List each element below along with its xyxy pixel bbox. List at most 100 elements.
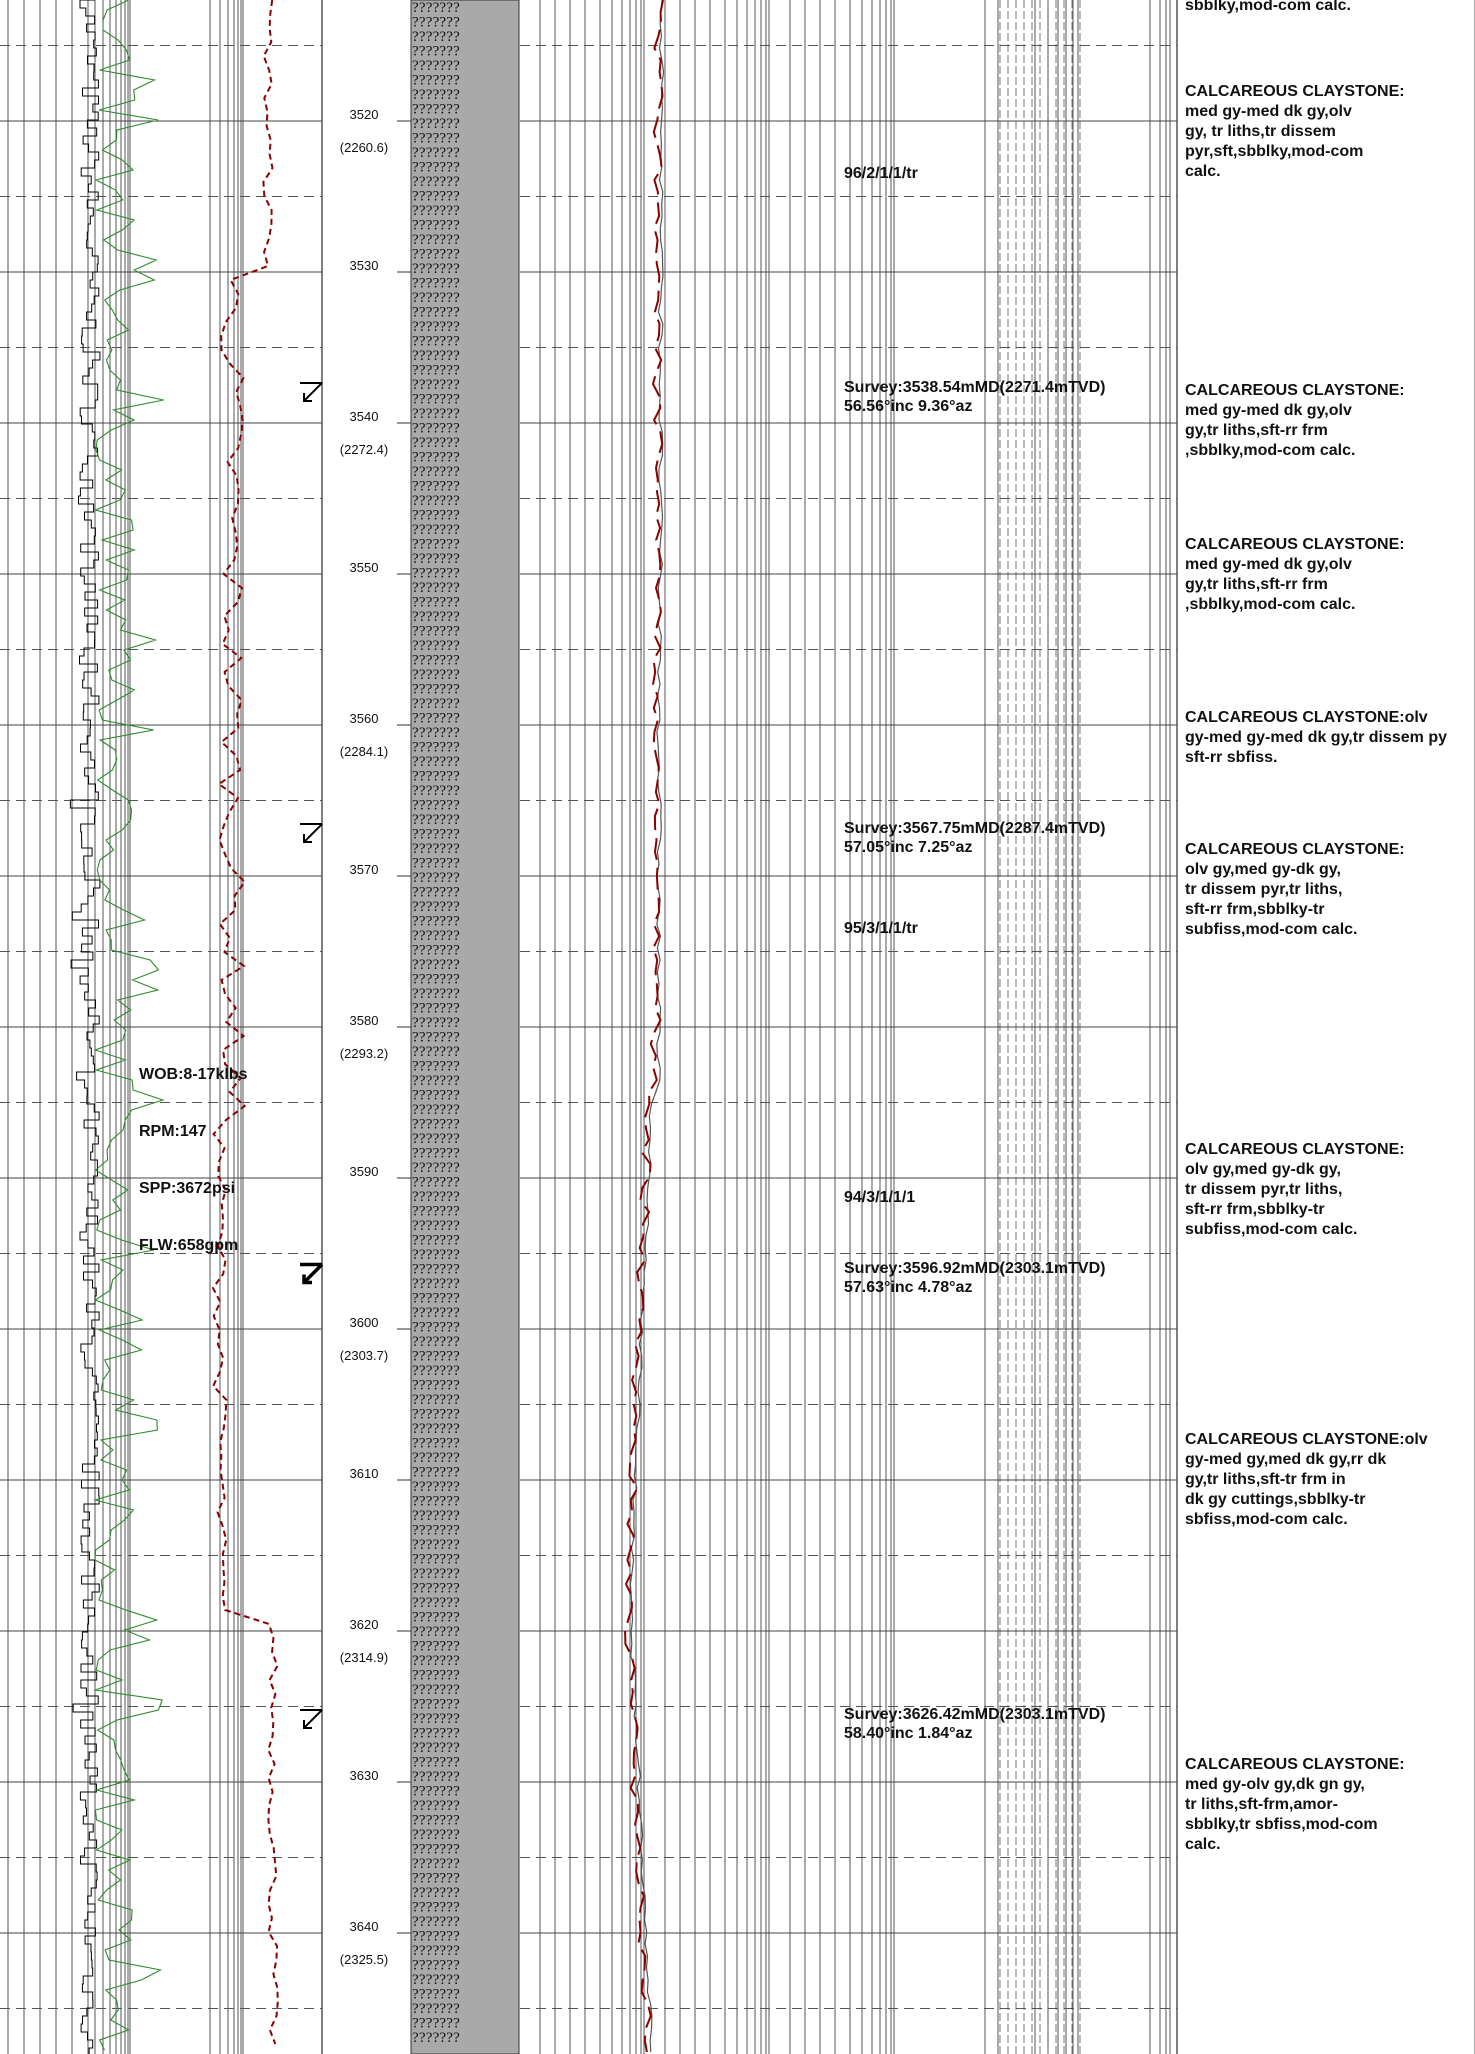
lithology-symbol-row: ??????? <box>412 1842 460 1858</box>
gamma-curve <box>93 0 165 2051</box>
survey-annotation: Survey:3538.54mMD(2271.4mTVD) 56.56°inc 9… <box>844 378 1105 416</box>
lithology-symbol-row: ??????? <box>412 769 460 785</box>
lithology-symbol-row: ??????? <box>412 1494 460 1510</box>
rop-curve <box>69 0 101 2054</box>
depth-label-tvd: (2293.2) <box>340 1046 388 1061</box>
lithology-symbol-row: ??????? <box>412 711 460 727</box>
lithology-symbol-row: ??????? <box>412 667 460 683</box>
depth-label-md: 3600 <box>350 1315 379 1330</box>
drilling-parameters: WOB:8-17klbs RPM:147 SPP:3672psi FLW:658… <box>139 1027 247 1293</box>
depth-label-tvd: (2303.7) <box>340 1348 388 1363</box>
survey-arrows <box>300 381 324 1729</box>
lithology-symbol-row: ??????? <box>412 1740 460 1756</box>
lithology-symbol-row: ??????? <box>412 290 460 306</box>
lithology-symbol-row: ??????? <box>412 551 460 567</box>
lithology-symbol-row: ??????? <box>412 1320 460 1336</box>
track3-dashed-curve <box>624 0 664 2053</box>
lithology-symbol-row: ??????? <box>412 653 460 669</box>
track3-gray-curve <box>629 0 665 2053</box>
survey-md-tvd: Survey:3596.92mMD(2303.1mTVD) <box>844 1260 1106 1278</box>
lithology-symbol-row: ??????? <box>412 189 460 205</box>
lithology-symbol-row: ??????? <box>412 218 460 234</box>
lithology-symbol-row: ??????? <box>412 73 460 89</box>
lithology-symbol-row: ??????? <box>412 943 460 959</box>
lithology-symbol-row: ??????? <box>412 899 460 915</box>
lithology-symbol-row: ??????? <box>412 1189 460 1205</box>
lithology-symbol-row: ??????? <box>412 1624 460 1640</box>
lithology-symbol-row: ??????? <box>412 1566 460 1582</box>
lithology-symbol-row: ??????? <box>412 1146 460 1162</box>
depth-label-md: 3550 <box>350 560 379 575</box>
survey-inc-az: 56.56°inc 9.36°az <box>844 397 973 415</box>
lithology-symbol-row: ??????? <box>412 1668 460 1684</box>
survey-annotation: Survey:3596.92mMD(2303.1mTVD) 57.63°inc 4… <box>844 1259 1105 1297</box>
lithology-symbol-row: ??????? <box>412 102 460 118</box>
lithology-symbol-row: ??????? <box>412 44 460 60</box>
lithology-symbol-row: ??????? <box>412 1276 460 1292</box>
lithology-symbol-row: ??????? <box>412 450 460 466</box>
lithology-symbol-row: ??????? <box>412 1059 460 1075</box>
lithology-symbol-row: ??????? <box>412 1827 460 1843</box>
survey-inc-az: 57.63°inc 4.78°az <box>844 1279 973 1297</box>
lithology-symbol-row: ??????? <box>412 1726 460 1742</box>
lithology-symbol-row: ??????? <box>412 957 460 973</box>
lithology-symbol-row: ??????? <box>412 638 460 654</box>
lithology-symbol-row: ??????? <box>412 377 460 393</box>
survey-arrow-head <box>303 834 312 844</box>
lithology-symbol-row: ??????? <box>412 15 460 31</box>
lithology-symbol-row: ??????? <box>412 1595 460 1611</box>
depth-label-md: 3580 <box>350 1013 379 1028</box>
depth-label-md: 3630 <box>350 1768 379 1783</box>
survey-inc-az: 57.05°inc 7.25°az <box>844 839 973 857</box>
lithology-symbol-row: ??????? <box>412 421 460 437</box>
lithology-symbol-row: ??????? <box>412 1885 460 1901</box>
lithology-symbol-row: ??????? <box>412 1943 460 1959</box>
lithology-description: CALCAREOUS CLAYSTONE: olv gy,med gy-dk g… <box>1185 1141 1405 1239</box>
lithology-symbol-row: ??????? <box>412 1349 460 1365</box>
lithology-symbol-row: ??????? <box>412 1030 460 1046</box>
lithology-description: CALCAREOUS CLAYSTONE: med gy-med dk gy,o… <box>1185 381 1405 459</box>
lithology-symbol-row: ??????? <box>412 1639 460 1655</box>
survey-inc-az: 58.40°inc 1.84°az <box>844 1724 973 1742</box>
lithology-symbol-row: ??????? <box>412 261 460 277</box>
lithology-symbol-row: ??????? <box>412 1334 460 1350</box>
lithology-symbol-row: ??????? <box>412 537 460 553</box>
lithology-symbol-row: ??????? <box>412 305 460 321</box>
lithology-symbol-row: ??????? <box>412 1233 460 1249</box>
lithology-symbol-row: ??????? <box>412 1262 460 1278</box>
log-curves <box>69 0 665 2054</box>
lithology-symbol-row: ??????? <box>412 1523 460 1539</box>
lithology-symbol-row: ??????? <box>412 348 460 364</box>
lithology-symbol-row: ??????? <box>412 1610 460 1626</box>
survey-md-tvd: Survey:3567.75mMD(2287.4mTVD) <box>844 820 1106 838</box>
lithology-symbol-row: ??????? <box>412 870 460 886</box>
lithology-symbol-row: ??????? <box>412 1711 460 1727</box>
lithology-symbol-row: ??????? <box>412 1436 460 1452</box>
lithology-symbol-row: ??????? <box>412 1218 460 1234</box>
cuttings-ratio: 94/3/1/1/1 <box>844 1188 916 1206</box>
lithology-symbol-row: ??????? <box>412 1755 460 1771</box>
lithology-symbol-row: ??????? <box>412 696 460 712</box>
lithology-symbol-row: ??????? <box>412 1958 460 1974</box>
lithology-symbol-row: ??????? <box>412 1088 460 1104</box>
lithology-symbol-row: ??????? <box>412 1552 460 1568</box>
lithology-symbol-row: ??????? <box>412 1015 460 1031</box>
lithology-symbol-row: ??????? <box>412 1581 460 1597</box>
lithology-symbol-row: ??????? <box>412 1378 460 1394</box>
track1-dashed-curve <box>211 0 279 2045</box>
survey-arrow-shaft <box>303 382 323 402</box>
lithology-column: ????????????????????????????????????????… <box>410 0 520 2054</box>
lithology-symbol-row: ??????? <box>412 754 460 770</box>
lithology-symbol-row: ??????? <box>412 1784 460 1800</box>
lithology-symbol-row: ??????? <box>412 1465 460 1481</box>
survey-annotation: Survey:3626.42mMD(2303.1mTVD) 58.40°inc 1… <box>844 1705 1105 1743</box>
lithology-symbol-row: ??????? <box>412 1131 460 1147</box>
lithology-symbol-row: ??????? <box>412 319 460 335</box>
drilling-param-rpm: RPM:147 <box>139 1123 207 1140</box>
lithology-symbol-row: ??????? <box>412 334 460 350</box>
lithology-symbol-row: ??????? <box>412 58 460 74</box>
lithology-symbol-row: ??????? <box>412 1305 460 1321</box>
lithology-symbol-row: ??????? <box>412 841 460 857</box>
lithology-symbol-row: ??????? <box>412 580 460 596</box>
